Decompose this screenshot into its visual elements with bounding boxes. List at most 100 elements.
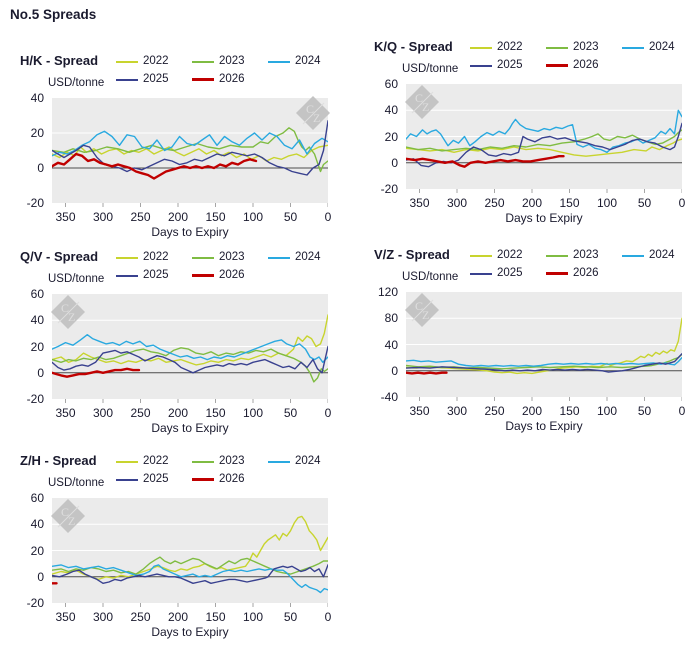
series-line-2026: [52, 152, 258, 180]
legend-line-swatch-2022: [116, 60, 138, 63]
x-tick-label: 0: [324, 610, 332, 624]
unit-label: USD/tonne: [48, 273, 105, 285]
plot-row: 60 40 20 0 -20 C Z: [10, 288, 328, 405]
legend-line-swatch-2023: [192, 60, 214, 63]
y-tick-label: -20: [26, 196, 44, 210]
series-line-2025: [52, 345, 328, 374]
legend-item-2023: 2023: [546, 249, 606, 262]
x-axis-labels: 350 300 250 200 150 100 50 0: [406, 195, 685, 210]
x-tick-label: 50: [283, 610, 298, 624]
chart-title: V/Z - Spread: [374, 247, 450, 262]
plot-row: 120 80 40 0 -40 C Z: [364, 286, 682, 403]
unit-label: USD/tonne: [48, 77, 105, 89]
y-tick-label: 40: [384, 103, 398, 118]
x-tick-label: 300: [92, 610, 114, 624]
legend-item-2024: 2024: [268, 55, 328, 68]
legend-line-swatch-2025: [116, 274, 138, 277]
legend-line-swatch-2023: [192, 460, 214, 463]
legend-line-swatch-2023: [192, 256, 214, 259]
x-axis-title: Days to Expiry: [505, 419, 583, 433]
x-tick-label: 200: [167, 210, 189, 224]
x-axis-title: Days to Expiry: [151, 625, 229, 639]
x-tick-label: 0: [678, 404, 686, 418]
plot-row: 60 40 20 0 -20 C Z: [10, 492, 328, 610]
legend: 2022 2023 2024 2025 2026: [116, 55, 328, 86]
legend-line-swatch-2022: [116, 460, 138, 463]
legend-item-2026: 2026: [546, 59, 606, 72]
y-tick-label: -20: [26, 596, 44, 610]
plot-row: 40 20 0 -20 C Z: [10, 92, 330, 210]
x-tick-label: 100: [596, 196, 618, 210]
chart-vz-spread: V/Z - Spread USD/tonne 2022 2023 2024 2025 202…: [364, 246, 685, 433]
chart-title: Q/V - Spread: [20, 249, 99, 264]
x-tick-label: 300: [92, 210, 114, 224]
series-line-2023: [52, 556, 328, 575]
x-axis-labels: 350 300 250 200 150 100 50 0: [52, 405, 331, 420]
y-tick-label: 40: [30, 313, 44, 328]
x-tick-label: 0: [678, 196, 686, 210]
plot-area: [52, 498, 328, 607]
legend-line-swatch-2026: [192, 478, 214, 481]
chart-header: K/Q - Spread USD/tonne 2022 2023 2024 2025 202…: [364, 38, 682, 84]
legend-item-2024: 2024: [268, 251, 328, 264]
x-tick-label: 250: [484, 404, 505, 418]
unit-label: USD/tonne: [402, 271, 459, 283]
unit-label: USD/tonne: [48, 477, 105, 489]
x-tick-label: 200: [521, 196, 543, 210]
legend-line-swatch-2022: [470, 254, 492, 257]
legend-item-2022: 2022: [116, 251, 176, 264]
x-tick-label: 150: [559, 404, 580, 418]
x-tick-label: 0: [324, 210, 332, 224]
series-line-2022: [406, 317, 682, 375]
chart-title: K/Q - Spread: [374, 39, 453, 54]
x-axis-labels: 350 300 250 200 150 100 50 0: [406, 403, 685, 418]
legend-label: 2022: [143, 455, 169, 467]
x-axis-labels: 350 300 250 200 150 100 50 0: [52, 209, 331, 224]
x-axis-title: Days to Expiry: [151, 225, 229, 239]
legend-line-swatch-2025: [470, 272, 492, 275]
legend-line-swatch-2024: [268, 460, 290, 463]
x-axis-labels: 350 300 250 200 150 100 50 0: [52, 609, 331, 624]
legend-item-2025: 2025: [116, 473, 176, 486]
series-line-2023: [406, 129, 682, 152]
legend-line-swatch-2022: [470, 46, 492, 49]
x-tick-label: 50: [283, 406, 298, 420]
x-tick-label: 50: [283, 210, 298, 224]
x-tick-label: 0: [324, 406, 332, 420]
y-tick-label: 20: [30, 543, 44, 558]
x-axis-title: Days to Expiry: [505, 211, 583, 225]
legend-line-swatch-2025: [116, 78, 138, 81]
unit-label: USD/tonne: [402, 63, 459, 75]
legend-item-2023: 2023: [192, 455, 252, 468]
series-line-2026: [406, 371, 448, 375]
series-line-2022: [52, 144, 328, 162]
legend-line-swatch-2026: [192, 274, 214, 277]
x-tick-label: 150: [559, 196, 580, 210]
legend-item-2023: 2023: [192, 55, 252, 68]
chart-hk-spread: H/K - Spread USD/tonne 2022 2023 2024 2025 202…: [10, 52, 331, 239]
chart-title: Z/H - Spread: [20, 453, 97, 468]
chart-header: V/Z - Spread USD/tonne 2022 2023 2024 2025 202…: [364, 246, 682, 292]
series-line-2025: [52, 564, 328, 585]
legend-item-2023: 2023: [192, 251, 252, 264]
series-line-2024: [52, 564, 328, 594]
legend-line-swatch-2022: [116, 256, 138, 259]
y-tick-label: 0: [391, 155, 398, 170]
series-line-2026: [406, 154, 565, 168]
x-tick-label: 250: [130, 210, 151, 224]
legend-label: 2024: [649, 41, 675, 53]
legend-item-2025: 2025: [470, 267, 530, 280]
x-tick-label: 350: [409, 196, 430, 210]
y-tick-label: -20: [380, 182, 398, 196]
legend-label: 2023: [573, 41, 599, 53]
legend-item-2026: 2026: [546, 267, 606, 280]
legend-line-swatch-2026: [546, 272, 568, 275]
x-tick-label: 150: [205, 406, 226, 420]
chart-header: Q/V - Spread USD/tonne 2022 2023 2024 2025 202…: [10, 248, 328, 294]
legend-item-2022: 2022: [470, 249, 530, 262]
legend-item-2025: 2025: [470, 59, 530, 72]
x-tick-label: 350: [409, 404, 430, 418]
legend-label: 2022: [497, 249, 523, 261]
legend-label: 2025: [143, 73, 169, 85]
legend-line-swatch-2024: [268, 256, 290, 259]
